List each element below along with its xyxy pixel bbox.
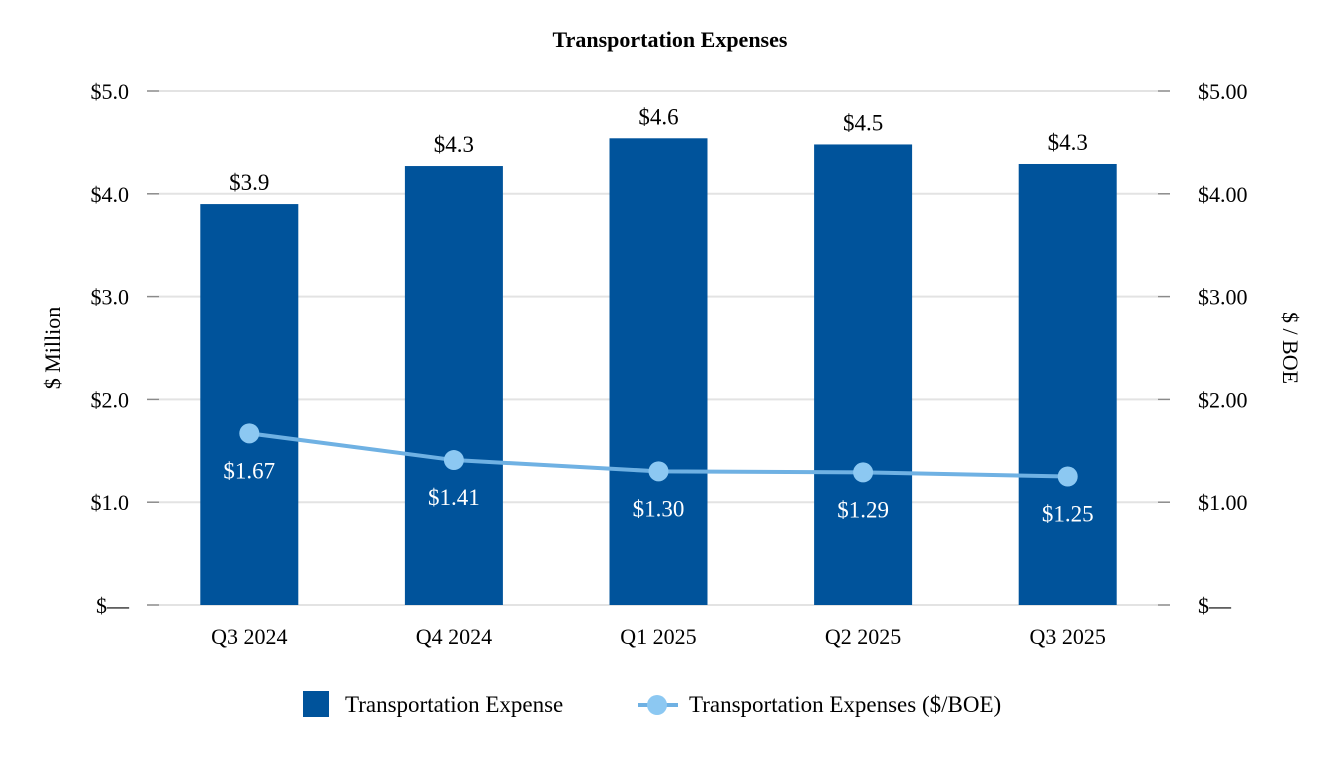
line-series: $1.67 $1.41 $1.30 $1.29 $1.25: [223, 423, 1094, 527]
x-tick-label: Q2 2025: [825, 624, 901, 649]
bar-data-label: $4.6: [638, 104, 678, 129]
legend-bar-label: Transportation Expense: [345, 692, 563, 717]
right-tick-label: $1.00: [1198, 490, 1248, 515]
bar: [1018, 163, 1117, 605]
line-data-label: $1.67: [223, 458, 275, 483]
right-tick-label: $2.00: [1198, 387, 1248, 412]
right-tick-label: $5.00: [1198, 79, 1248, 104]
legend: Transportation Expense Transportation Ex…: [303, 691, 1001, 717]
line-data-label: $1.41: [428, 485, 480, 510]
line-point: [1057, 466, 1078, 487]
right-tick-label: $—: [1198, 593, 1232, 618]
left-tick-label: $1.0: [91, 490, 130, 515]
line-data-label: $1.30: [633, 496, 685, 521]
line-data-label: $1.25: [1042, 502, 1094, 527]
bar-data-label: $3.9: [229, 170, 269, 195]
left-tick-label: $5.0: [91, 79, 130, 104]
left-axis: $— $1.0 $2.0 $3.0 $4.0 $5.0: [91, 79, 159, 618]
x-tick-label: Q4 2024: [416, 624, 492, 649]
bar-series: $3.9 $4.3 $4.6 $4.5 $4.3: [200, 104, 1117, 605]
bar-data-label: $4.3: [434, 132, 474, 157]
legend-line-label: Transportation Expenses ($/BOE): [689, 692, 1001, 717]
left-tick-label: $4.0: [91, 182, 130, 207]
right-tick-label: $3.00: [1198, 285, 1248, 310]
bar: [404, 166, 503, 605]
bar: [609, 138, 708, 605]
line-data-label: $1.29: [837, 497, 889, 522]
x-tick-label: Q3 2024: [211, 624, 287, 649]
x-axis-labels: Q3 2024 Q4 2024 Q1 2025 Q2 2025 Q3 2025: [211, 624, 1106, 649]
left-tick-label: $—: [96, 593, 130, 618]
left-tick-label: $3.0: [91, 285, 130, 310]
legend-line-marker: [647, 695, 667, 715]
chart-title: Transportation Expenses: [553, 27, 788, 52]
right-axis: $— $1.00 $2.00 $3.00 $4.00 $5.00: [1158, 79, 1248, 618]
bar: [814, 144, 913, 605]
line-point: [443, 450, 464, 471]
line-point: [239, 423, 260, 444]
left-tick-label: $2.0: [91, 387, 130, 412]
right-tick-label: $4.00: [1198, 182, 1248, 207]
bar-data-label: $4.3: [1048, 130, 1088, 155]
line-point: [853, 462, 874, 483]
bar-data-label: $4.5: [843, 110, 883, 135]
left-axis-title: $ Million: [40, 307, 65, 390]
bar: [200, 204, 299, 605]
x-tick-label: Q1 2025: [620, 624, 696, 649]
legend-bar-swatch: [303, 691, 329, 717]
line-point: [648, 461, 669, 482]
x-tick-label: Q3 2025: [1030, 624, 1106, 649]
right-axis-title: $ / BOE: [1278, 312, 1303, 384]
